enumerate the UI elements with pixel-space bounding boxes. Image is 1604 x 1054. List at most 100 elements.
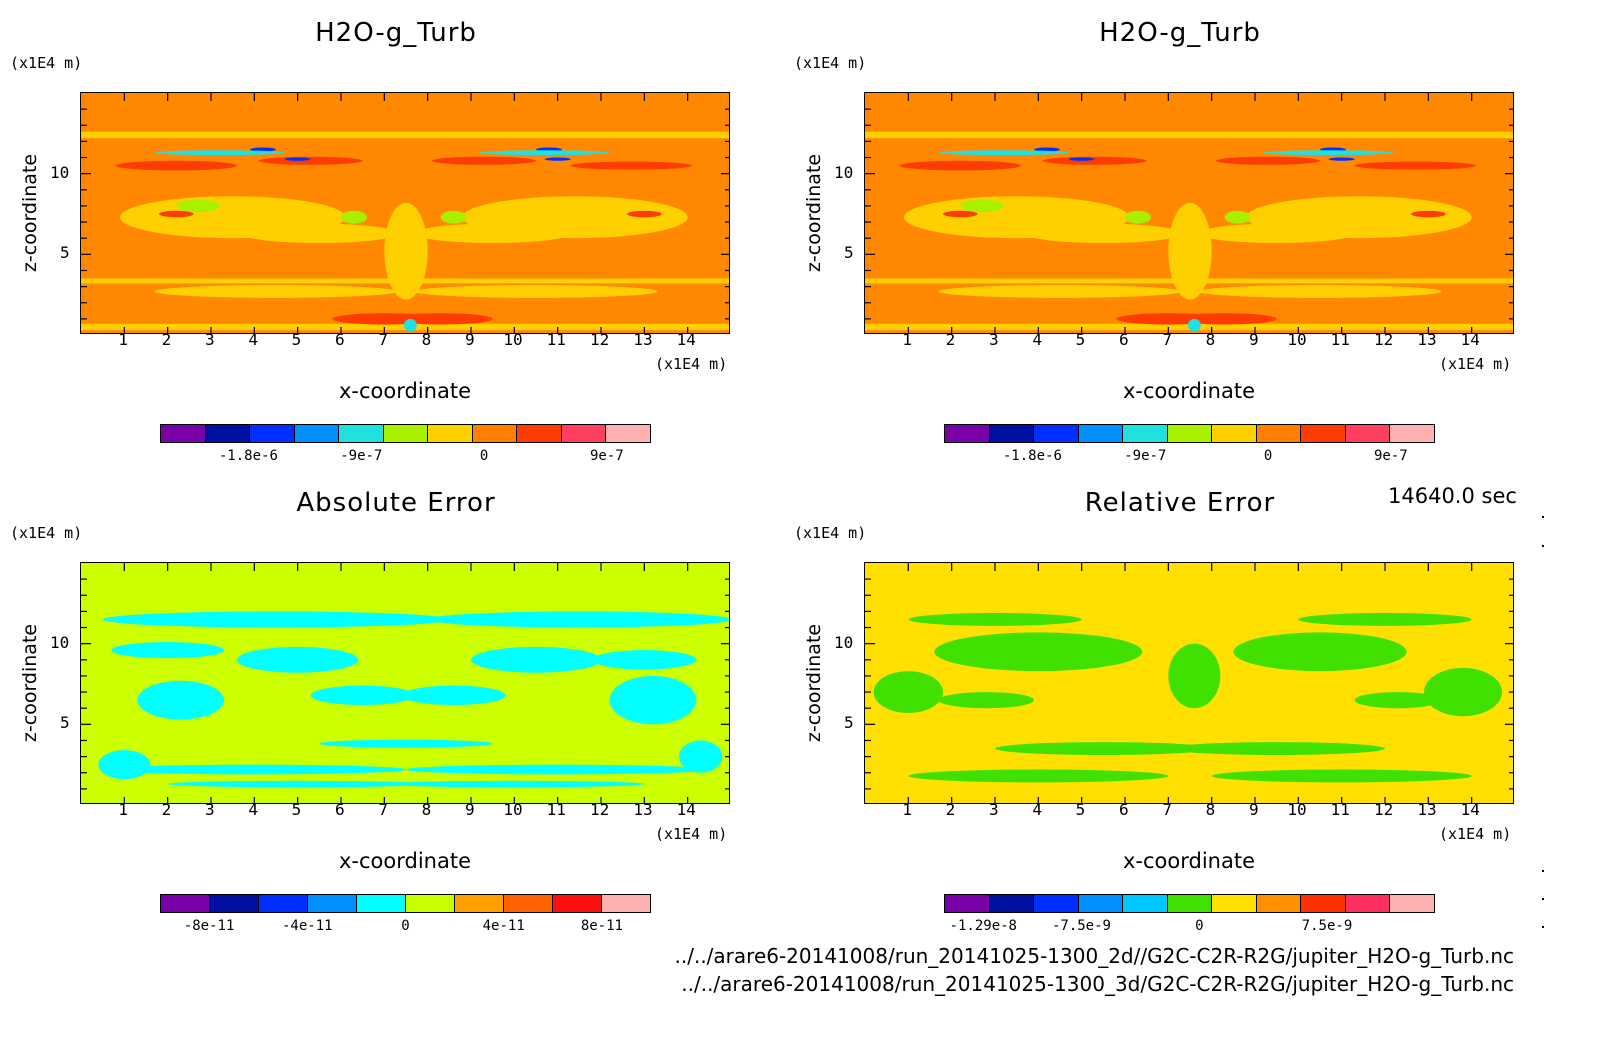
source-file-2d: ../../arare6-20141008/run_20141025-1300_… [674, 944, 1514, 968]
colorbar-swatch [339, 425, 384, 442]
x-tick-label: 4 [1032, 330, 1042, 349]
field-contour [479, 150, 610, 156]
colorbar-swatch [455, 895, 504, 912]
decor-dot [1542, 545, 1544, 547]
colorbar-swatch [472, 425, 518, 442]
colorbar-swatch [210, 895, 259, 912]
x-tick-label: 4 [1032, 800, 1042, 819]
x-tick-label: 8 [421, 330, 432, 349]
field-contour [406, 764, 710, 775]
field-contour [98, 750, 151, 780]
x-tick-label: 7 [378, 800, 388, 819]
heatmap-plot [80, 92, 730, 334]
colorbar-tick-label: -1.8e-6 [218, 448, 278, 464]
y-unit: (x1E4 m) [10, 524, 83, 542]
field-contour [1187, 318, 1201, 332]
colorbar-swatch [1123, 425, 1168, 442]
colorbar-swatch [945, 895, 990, 912]
x-tick-label: 2 [161, 800, 172, 819]
field-contour [1424, 667, 1502, 717]
y-tick-label: 5 [844, 713, 854, 733]
colorbar-swatch [1034, 895, 1079, 912]
y-unit: (x1E4 m) [794, 54, 867, 72]
x-tick-label: 11 [1330, 800, 1350, 819]
colorbar-swatch [205, 425, 251, 442]
field-contour [609, 675, 697, 725]
x-tick-label: 5 [1075, 800, 1086, 819]
colorbar-swatch [161, 895, 210, 912]
field-contour [1328, 157, 1355, 161]
field-contour [401, 685, 506, 705]
colorbar-tick-label: -7.5e-9 [1051, 918, 1111, 934]
x-tick-label: 12 [1374, 330, 1394, 349]
colorbar [160, 424, 651, 443]
x-tick-label: 9 [465, 800, 475, 819]
x-tick-label: 7 [378, 330, 388, 349]
x-tick-label: 13 [633, 330, 653, 349]
y-axis-label: z-coordinate [803, 623, 825, 743]
x-tick-label: 13 [1417, 330, 1437, 349]
field-contour [873, 671, 943, 714]
field-contour [1125, 210, 1151, 224]
colorbar-swatch [504, 895, 553, 912]
heatmap-svg [81, 93, 729, 333]
field-contour [1168, 643, 1221, 709]
x-tick-label: 3 [989, 330, 999, 349]
x-tick-label: 1 [118, 330, 128, 349]
field-contour [1172, 313, 1277, 325]
field-contour [938, 150, 1069, 156]
field-contour [403, 318, 417, 332]
colorbar-tick-label: 0 [401, 918, 410, 934]
colorbar-tick-label: -1.8e-6 [1002, 448, 1062, 464]
field-contour [115, 160, 237, 171]
field-contour [1411, 210, 1446, 218]
chart-panel-3: Relative Error (x1E4 m) 5 10 z-coordinate… [784, 470, 1574, 940]
colorbar-swatch [1301, 425, 1346, 442]
x-tick-label: 7 [1162, 330, 1172, 349]
x-tick-label: 11 [546, 800, 566, 819]
x-tick-label: 1 [902, 330, 912, 349]
colorbar-tick-label: 4e-11 [482, 918, 525, 934]
field-contour [319, 739, 493, 748]
colorbar-tick-label: 7.5e-9 [1301, 918, 1353, 934]
chart-title: Absolute Error [296, 488, 496, 518]
y-axis-label: z-coordinate [19, 153, 41, 273]
x-tick-label: 9 [465, 330, 475, 349]
field-contour [111, 642, 224, 659]
colorbar-swatch [406, 895, 455, 912]
field-contour [471, 646, 601, 673]
field-contour [258, 156, 363, 165]
x-tick-label: 4 [248, 330, 258, 349]
x-tick-label: 14 [1460, 330, 1480, 349]
x-tick-label: 7 [1162, 800, 1172, 819]
colorbar-swatch [1390, 425, 1435, 442]
x-tick-label: 5 [291, 330, 302, 349]
colorbar-swatch [602, 895, 650, 912]
field-contour [1298, 613, 1472, 626]
field-contour [1263, 150, 1394, 156]
y-tick-label: 5 [60, 713, 70, 733]
field-contour [1354, 692, 1442, 709]
field-contour [414, 284, 658, 298]
field-contour [137, 680, 224, 720]
heatmap-plot [80, 562, 730, 804]
colorbar-swatch [1078, 895, 1124, 912]
field-contour [176, 199, 220, 213]
heatmap-svg [865, 93, 1513, 333]
field-contour [938, 284, 1182, 298]
colorbar-tick-label: 0 [1195, 918, 1204, 934]
field-contour [414, 223, 571, 244]
colorbar-tick-label: 9e-7 [1373, 448, 1408, 464]
x-tick-label: 8 [421, 800, 432, 819]
x-tick-label: 6 [1119, 330, 1129, 349]
colorbar-swatch [383, 425, 429, 442]
colorbar-tick-label: 9e-7 [589, 448, 624, 464]
x-unit: (x1E4 m) [1439, 355, 1512, 373]
colorbar-swatch [250, 425, 295, 442]
colorbar [160, 894, 651, 913]
field-contour [908, 769, 1169, 783]
field-contour [627, 210, 662, 218]
field-contour [1216, 156, 1320, 165]
x-tick-label: 10 [503, 800, 523, 819]
